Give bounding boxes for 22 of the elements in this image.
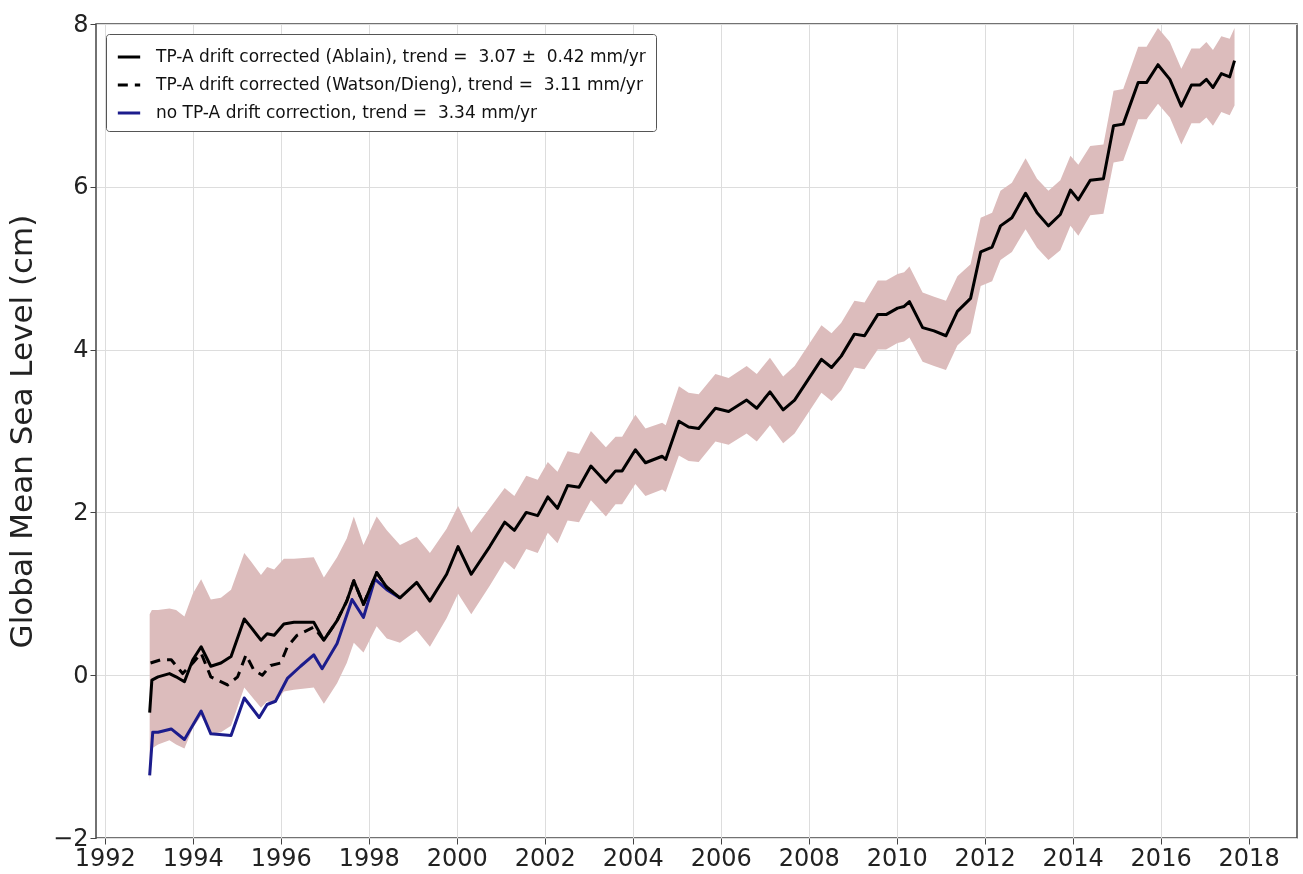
x-tick-label: 1996 [250,843,312,872]
y-tick-label: 6 [73,172,89,201]
x-tick-label: 2018 [1218,843,1280,872]
x-tick-label: 2016 [1130,843,1192,872]
x-tick-label: 1998 [338,843,400,872]
y-tick-label: 4 [73,335,89,364]
legend-label: TP-A drift corrected (Ablain), trend = 3.07 ± 0.42 mm/yr [155,46,646,66]
x-tick-label: 2010 [866,843,928,872]
x-tick-label: 2004 [602,843,664,872]
y-tick-label: 8 [73,9,89,38]
x-tick-label: 2000 [426,843,488,872]
x-tick-label: 2014 [1042,843,1104,872]
x-tick-label: 2008 [778,843,840,872]
legend-label: TP-A drift corrected (Watson/Dieng), trend = 3.11 mm/yr [155,74,643,94]
y-axis-title: Global Mean Sea Level (cm) [3,214,40,649]
x-tick-label: 1994 [162,843,224,872]
legend-label: no TP-A drift correction, trend = 3.34 mm/yr [156,102,538,122]
x-tick-label: 2012 [954,843,1016,872]
x-tick-label: 2006 [690,843,752,872]
y-tick-label: 2 [73,497,89,526]
x-tick-label: 2002 [514,843,576,872]
y-tick-label: 0 [73,660,89,689]
